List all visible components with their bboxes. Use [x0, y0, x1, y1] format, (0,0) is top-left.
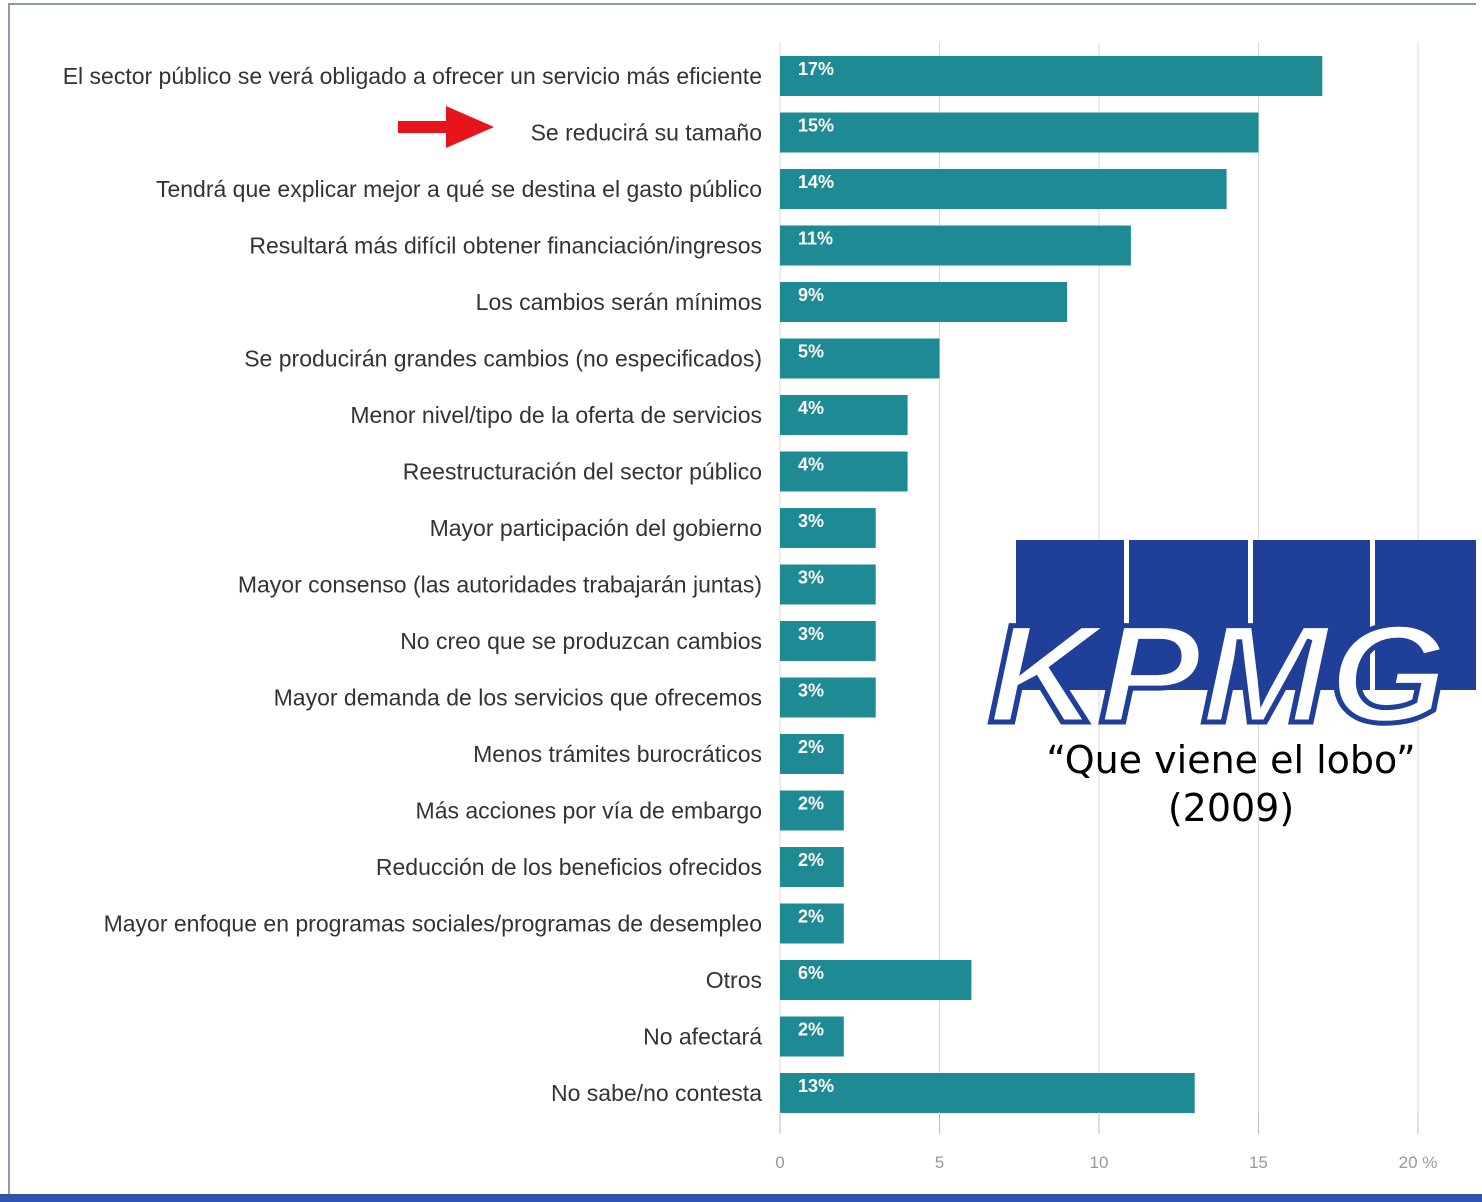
category-label: Mayor consenso (las autoridades trabajar…	[238, 572, 762, 598]
bar	[780, 395, 908, 435]
bar-value-label: 11%	[798, 229, 833, 249]
bar-value-label: 2%	[798, 794, 824, 814]
category-label: Los cambios serán mínimos	[476, 289, 762, 315]
category-label: Otros	[706, 967, 762, 993]
category-label: Más acciones por vía de embargo	[416, 798, 762, 824]
bar	[780, 508, 876, 548]
bar	[780, 621, 876, 661]
bar-value-label: 2%	[798, 850, 824, 870]
category-label: Mayor participación del gobierno	[430, 515, 762, 541]
bar-value-label: 9%	[798, 285, 824, 305]
category-label: No creo que se produzcan cambios	[400, 628, 762, 654]
red-arrow-icon	[398, 106, 494, 148]
category-label: Mayor enfoque en programas sociales/prog…	[104, 911, 762, 937]
bar-value-label: 3%	[798, 681, 824, 701]
category-label: Menor nivel/tipo de la oferta de servici…	[350, 402, 762, 428]
caption-year: (2009)	[1167, 786, 1295, 830]
bar-value-label: 15%	[798, 116, 834, 136]
caption-title: “Que viene el lobo”	[1046, 738, 1416, 782]
bar	[780, 677, 876, 718]
bar-value-label: 2%	[798, 907, 824, 927]
bar	[780, 169, 1227, 209]
slide-frame	[8, 3, 1476, 1200]
category-label: El sector público se verá obligado a ofr…	[63, 63, 762, 89]
x-tick-label: 10	[1090, 1153, 1109, 1172]
bar	[780, 225, 1131, 266]
bar-value-label: 4%	[798, 455, 824, 475]
bar-value-label: 2%	[798, 1020, 824, 1040]
bar	[780, 960, 972, 1000]
x-tick-label: 0	[775, 1153, 784, 1172]
bar-value-label: 3%	[798, 511, 824, 531]
bar	[780, 734, 844, 774]
bar	[780, 112, 1259, 153]
bar	[780, 564, 876, 605]
bar-value-label: 13%	[798, 1076, 834, 1096]
bar	[780, 790, 844, 831]
bar	[780, 1073, 1195, 1113]
bar-value-label: 2%	[798, 737, 824, 757]
bar	[780, 1016, 844, 1057]
category-label: Tendrá que explicar mejor a qué se desti…	[156, 176, 762, 202]
logo-caption: “Que viene el lobo” (2009)	[986, 736, 1476, 832]
kpmg-logo-text: KPMG	[988, 595, 1448, 728]
bar	[780, 451, 908, 492]
bar-value-label: 6%	[798, 963, 824, 983]
kpmg-logo: KPMG	[986, 540, 1476, 755]
bar	[780, 903, 844, 944]
bar	[780, 338, 940, 379]
x-tick-label: 15	[1249, 1153, 1268, 1172]
x-axis-ticks: 0 5 10 15 20 %	[775, 1112, 1437, 1172]
bar-value-label: 5%	[798, 342, 824, 362]
kpmg-logo-background	[1016, 540, 1476, 690]
bottom-accent-bar	[0, 1194, 1482, 1202]
bar-value-label: 3%	[798, 568, 824, 588]
bar	[780, 282, 1068, 322]
bar	[780, 847, 844, 887]
category-label: Se reducirá su tamaño	[531, 120, 762, 146]
category-labels: El sector público se verá obligado a ofr…	[63, 63, 763, 1106]
bar-value-label: 14%	[798, 172, 834, 192]
bar-value-label: 3%	[798, 624, 824, 644]
category-label: No sabe/no contesta	[551, 1080, 762, 1106]
category-label: Resultará más difícil obtener financiaci…	[249, 233, 762, 259]
bar-value-label: 17%	[798, 59, 834, 79]
bar	[780, 56, 1323, 96]
category-label: Reducción de los beneficios ofrecidos	[376, 854, 762, 880]
x-tick-label: 5	[935, 1153, 944, 1172]
category-label: Reestructuración del sector público	[403, 459, 762, 485]
bar-value-label: 4%	[798, 398, 824, 418]
x-tick-label: 20 %	[1399, 1153, 1438, 1172]
category-label: Menos trámites burocráticos	[473, 741, 762, 767]
category-label: Mayor demanda de los servicios que ofrec…	[274, 685, 762, 711]
category-label: Se producirán grandes cambios (no especi…	[244, 346, 762, 372]
category-label: No afectará	[643, 1024, 762, 1050]
bars: 17% 15% 14% 11% 9% 5% 4% 4% 3% 3% 3% 3% 2% 2% 2% 2% 6% 2%…	[780, 56, 1323, 1113]
